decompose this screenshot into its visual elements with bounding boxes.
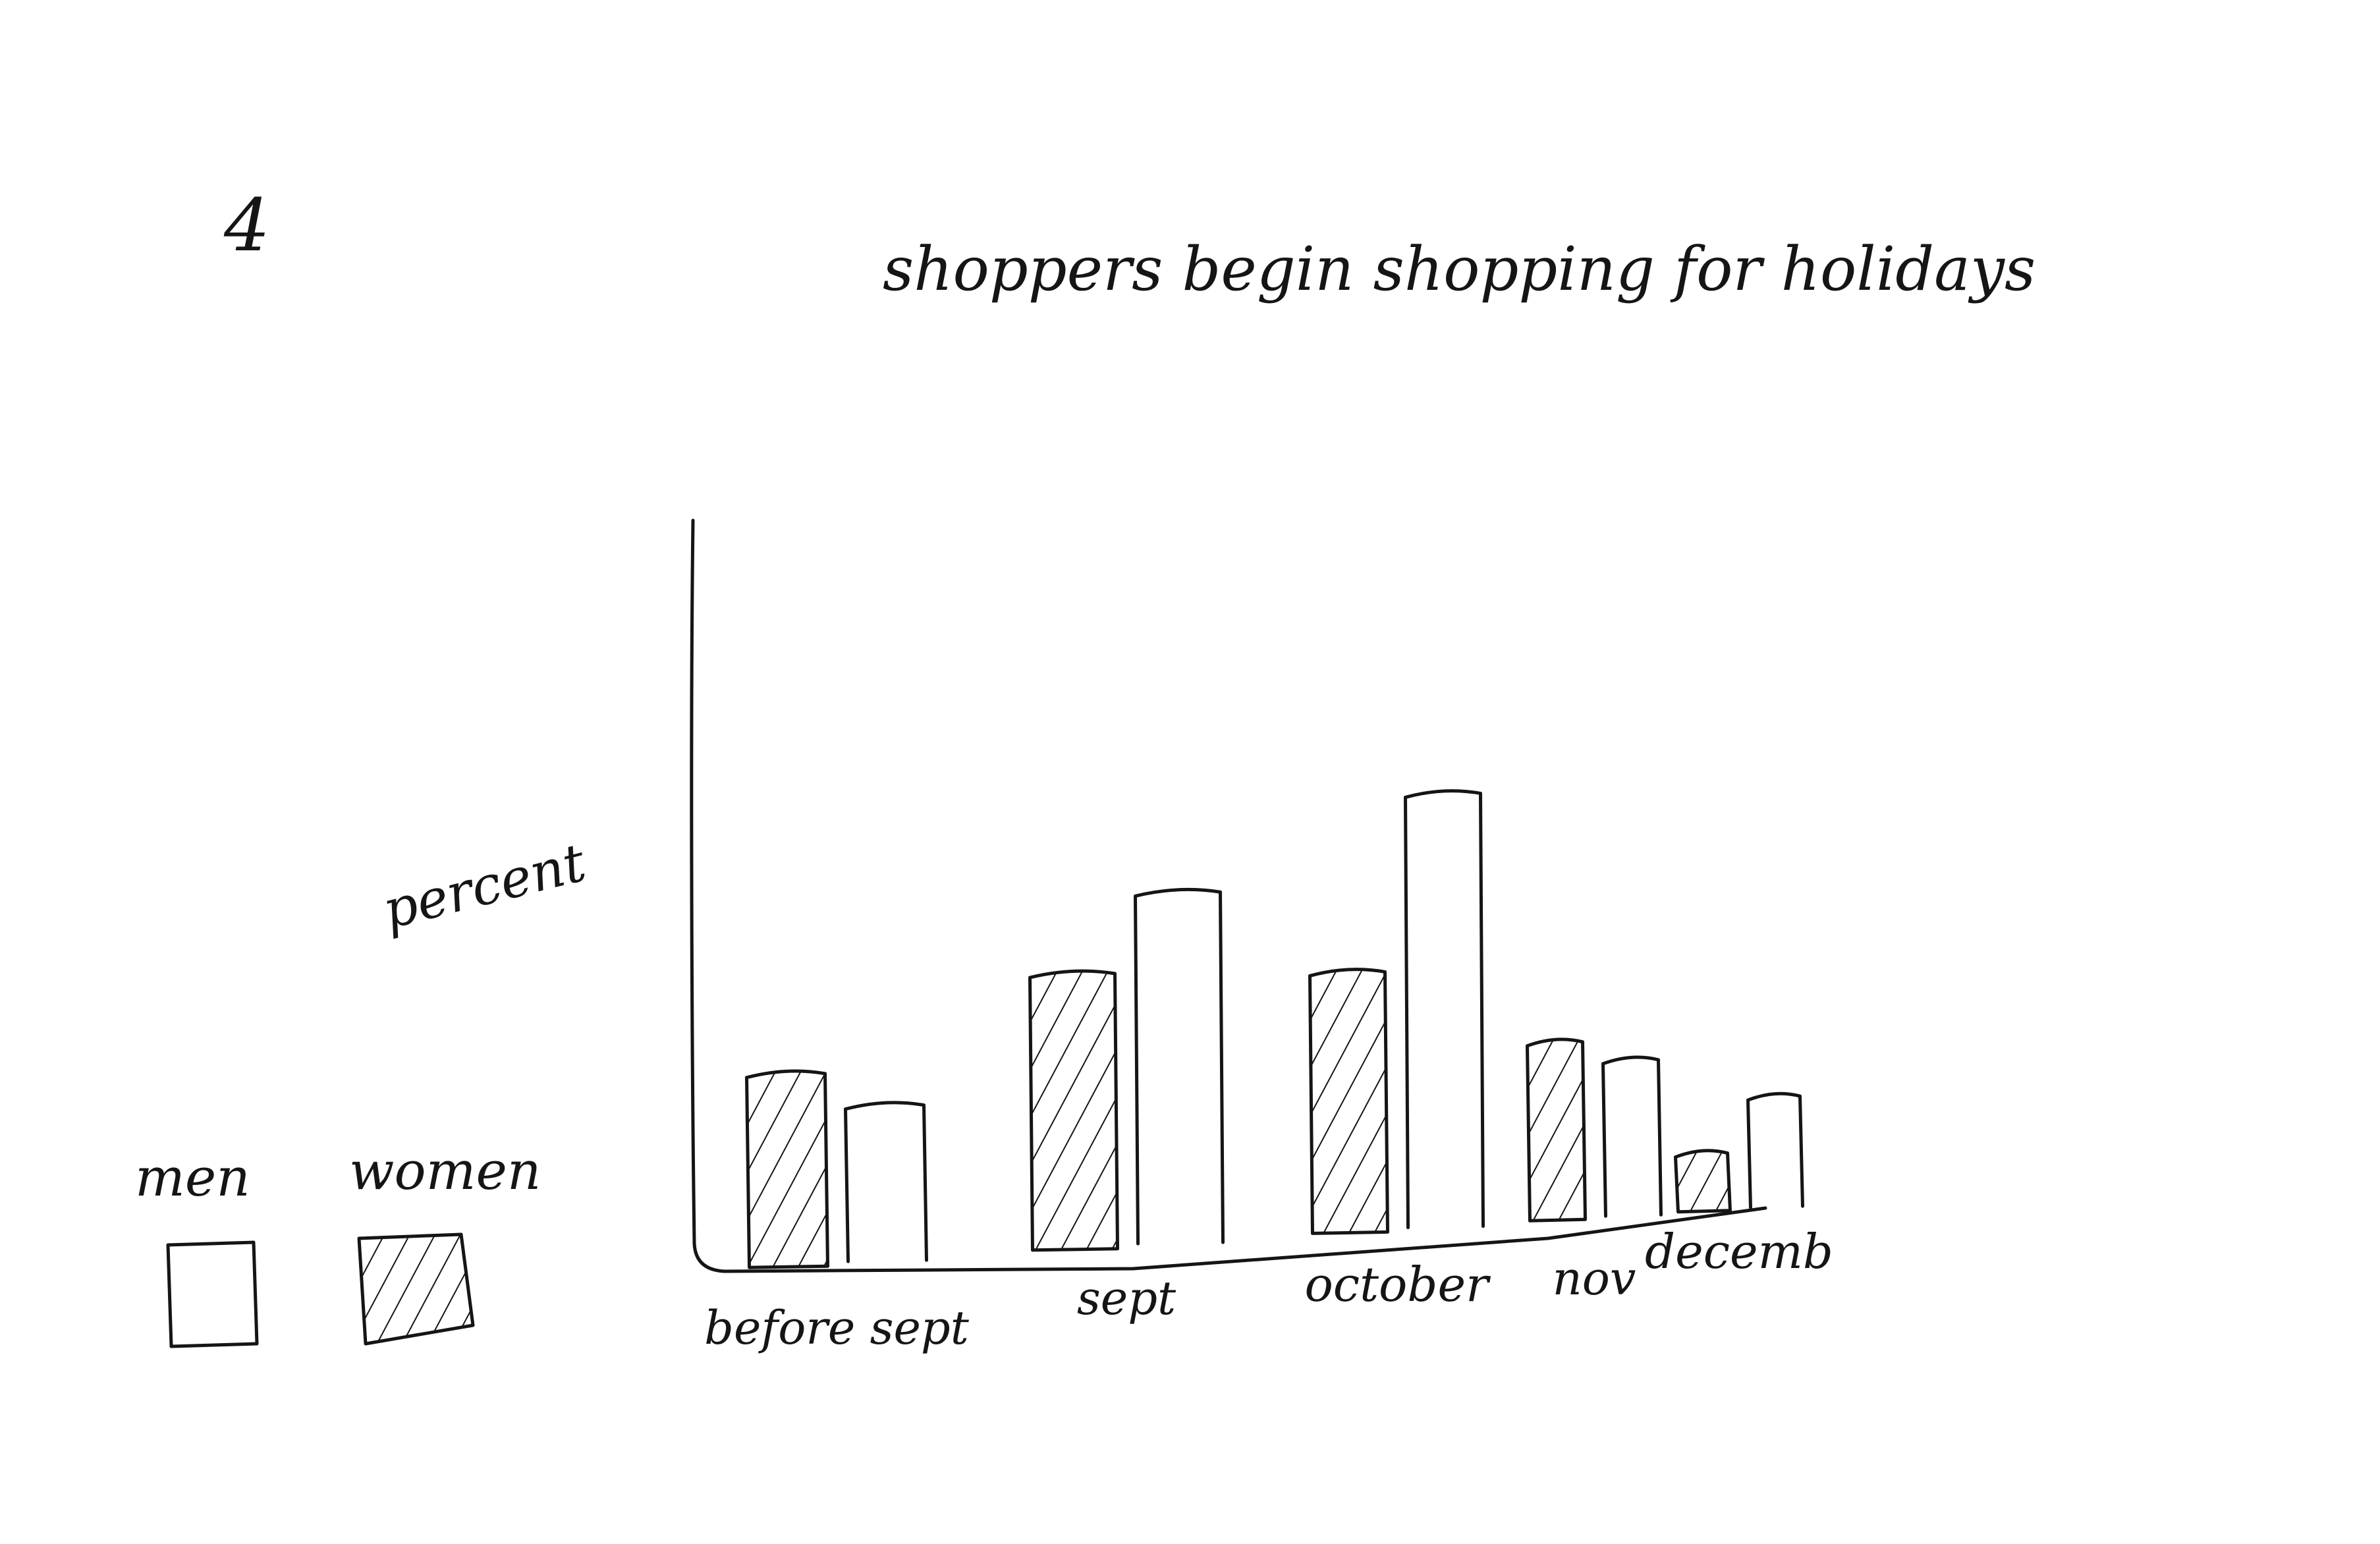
bar-men-0 [844, 1101, 928, 1263]
x-tick-labels: before sept sept october nov decemb [704, 1224, 1833, 1355]
bar-women-2 [1308, 968, 1389, 1235]
bar-men-2 [1404, 789, 1485, 1230]
bar-women-1 [1028, 969, 1119, 1252]
bar-men-3 [1601, 1055, 1663, 1218]
legend-swatch-women [357, 1232, 475, 1346]
bar-women-4 [1674, 1149, 1732, 1214]
x-tick-label-0: before sept [704, 1301, 970, 1355]
x-tick-label-4: decemb [1645, 1224, 1833, 1279]
bars-layer [745, 789, 1804, 1269]
legend: men women [135, 1140, 541, 1348]
x-tick-label-1: sept [1077, 1271, 1176, 1325]
legend-label-women: women [349, 1140, 541, 1201]
legend-swatch-men [166, 1240, 259, 1348]
x-tick-label-3: nov [1553, 1252, 1636, 1306]
y-axis [690, 518, 727, 1273]
bar-women-0 [745, 1069, 829, 1269]
legend-label-men: men [135, 1147, 250, 1208]
x-tick-label-2: october [1304, 1257, 1491, 1312]
bar-men-4 [1746, 1091, 1804, 1209]
chart-title: shoppers begin shopping for holidays [883, 234, 2035, 304]
y-axis-label: percent [377, 831, 592, 941]
bar-men-1 [1134, 887, 1225, 1246]
bar-women-3 [1526, 1037, 1587, 1223]
page-number: 4 [223, 183, 270, 267]
x-axis [723, 1206, 1767, 1273]
